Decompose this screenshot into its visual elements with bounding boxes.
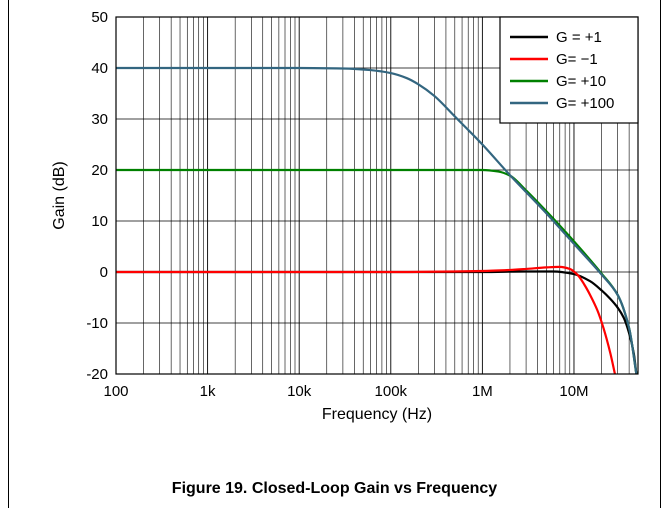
x-tick-label: 100k <box>375 383 408 400</box>
y-tick-label: 20 <box>91 162 108 179</box>
y-tick-label: 50 <box>91 9 108 26</box>
legend-box <box>499 16 639 124</box>
y-tick-label: 0 <box>100 264 108 281</box>
x-tick-label: 100 <box>103 383 128 400</box>
y-tick-label: 30 <box>91 111 108 128</box>
plot-border <box>115 16 639 375</box>
legend-label: G= −1 <box>556 51 598 68</box>
x-tick-label: 1k <box>200 383 216 400</box>
series-line-g-minus-1 <box>116 265 617 375</box>
tick-labels: 100 1k 10k 100k 1M 10M -20 -10 0 10 20 30 40 50 <box>86 9 588 400</box>
x-tick-label: 1M <box>472 383 493 400</box>
legend-label: G= +100 <box>556 95 614 112</box>
legend: G = +1 G= −1 G= +10 G= +100 <box>499 16 639 124</box>
figure-caption: Figure 19. Closed-Loop Gain vs Frequency <box>171 480 498 497</box>
x-tick-label: 10M <box>559 383 588 400</box>
x-axis-label: Frequency (Hz) <box>322 406 432 423</box>
y-tick-label: -20 <box>86 366 108 383</box>
legend-label: G= +10 <box>556 73 606 90</box>
grid <box>115 16 639 375</box>
series-line-g-plus-100 <box>116 66 638 375</box>
y-tick-label: 10 <box>91 213 108 230</box>
series-group <box>116 66 638 375</box>
y-axis-label: Gain (dB) <box>51 161 68 229</box>
legend-label: G = +1 <box>556 29 602 46</box>
x-tick-label: 10k <box>287 383 312 400</box>
gain-frequency-chart: 100 1k 10k 100k 1M 10M -20 -10 0 10 20 30 40 50 Frequ… <box>51 9 639 423</box>
y-tick-label: 40 <box>91 60 108 77</box>
y-tick-label: -10 <box>86 315 108 332</box>
frame-left-border <box>8 0 9 508</box>
frame-right-border <box>660 0 661 508</box>
